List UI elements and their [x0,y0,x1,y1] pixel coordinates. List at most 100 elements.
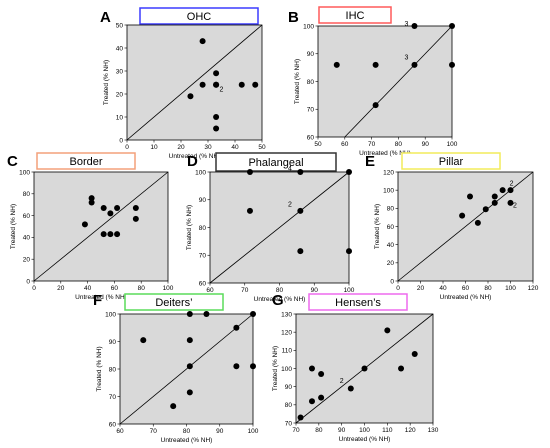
x-axis-label: Untreated (% NH) [169,153,221,160]
y-tick-label: 60 [387,224,395,231]
data-point [114,204,121,211]
panel-letter: F [93,292,102,309]
data-point [347,385,354,392]
data-point [297,248,304,255]
data-point [213,114,220,120]
x-tick-label: 40 [84,285,92,292]
x-axis-label: Untreated (% NH) [359,150,411,157]
chart-title: Hensen’s [335,297,381,309]
plot-area: 0 10 20 30 40 50 0 10 20 30 40 50 Untreated (% NH) Tr… [103,22,266,160]
identity-line [33,171,169,282]
y-tick-label: 100 [19,169,30,176]
y-axis-label: Treated (% NH) [294,59,301,104]
x-tick-label: 60 [206,287,214,294]
y-axis-label: Treated (% NH) [103,60,110,105]
plot-area: 60 70 80 90 100 60 70 80 90 100 Untreated (% NH) Tr… [186,166,355,303]
title-box [139,7,259,25]
data-point [361,365,368,372]
chart-title: IHC [346,10,365,22]
y-tick-label: 70 [307,107,315,114]
data-point [114,231,121,238]
data-point [246,207,253,214]
data-point [318,394,325,401]
x-tick-label: 90 [422,141,430,148]
data-point [449,61,455,68]
data-point [81,221,88,228]
y-tick-label: 80 [387,206,395,213]
title-box [308,293,408,311]
data-point [467,193,473,200]
y-tick-label: 20 [116,91,124,98]
x-tick-label: 70 [150,428,158,435]
y-tick-label: 40 [23,235,31,242]
title-box [124,293,224,311]
x-tick-label: 30 [204,144,212,151]
data-point [308,398,315,405]
data-point [213,70,220,77]
y-tick-label: 100 [303,23,314,30]
x-tick-label: 70 [241,287,249,294]
x-tick-label: 100 [447,141,458,148]
panel-letter: C [7,153,18,170]
point-count-label: 2 [220,87,224,94]
data-point [499,187,506,194]
point-count-label: 2 [513,202,517,209]
data-point [186,389,193,396]
panel-letter: B [288,9,299,26]
panel-letter: A [100,9,111,26]
x-tick-label: 90 [216,428,224,435]
panel-letter: E [365,153,375,170]
y-tick-label: 100 [383,187,394,194]
x-tick-label: 100 [505,285,516,292]
x-tick-label: 100 [248,428,259,435]
data-point [372,61,379,68]
data-point [297,207,304,214]
title-box [36,152,136,170]
plot-area: 60 70 80 90 100 60 70 80 90 100 Untreated (% NH) Tr… [96,311,259,444]
x-tick-label: 80 [138,285,146,292]
identity-line [209,171,350,284]
data-point [491,199,498,206]
data-point [459,212,466,219]
x-tick-label: 90 [338,427,346,434]
x-tick-label: 80 [484,285,492,292]
x-tick-label: 120 [405,427,416,434]
data-point [252,81,259,88]
data-point [199,81,206,88]
y-tick-label: 90 [285,384,293,391]
chart-title: Deiters’ [155,297,192,309]
y-axis-label: Treated (% NH) [10,204,17,249]
point-count-label: 2 [288,202,292,209]
x-tick-label: 0 [32,285,36,292]
data-point [213,81,220,88]
x-tick-label: 80 [276,287,284,294]
x-tick-label: 0 [125,144,129,151]
x-tick-label: 70 [368,141,376,148]
plot-area: 70 80 90 100 110 120 130 70 80 90 100 110 120 130 Untr… [272,311,439,443]
x-axis-label: Untreated (% NH) [440,294,492,301]
x-axis-label: Untreated (% NH) [339,436,391,443]
data-point [250,311,256,317]
data-point [238,81,245,88]
y-axis-label: Treated (% NH) [96,346,103,391]
y-tick-label: 0 [119,137,123,144]
y-axis-label: Treated (% NH) [272,346,279,391]
data-point [507,187,514,194]
data-point [318,370,325,377]
data-point [384,327,391,334]
plot-area: 0 20 40 60 80 100 120 0 20 40 60 80 100 120 Untreated … [374,169,539,301]
y-tick-label: 60 [199,280,207,287]
point-count-label: 2 [340,378,344,385]
data-point [491,193,498,200]
x-tick-label: 100 [163,285,174,292]
identity-line [119,313,254,425]
y-tick-label: 100 [105,311,116,318]
panel-f: F Deiters’ 60 70 80 90 100 60 70 80 90 100 Untreat… [93,292,259,444]
identity-line [344,25,453,138]
data-point [88,195,95,202]
data-point [107,231,114,238]
x-tick-label: 130 [428,427,439,434]
title-box [318,6,392,24]
